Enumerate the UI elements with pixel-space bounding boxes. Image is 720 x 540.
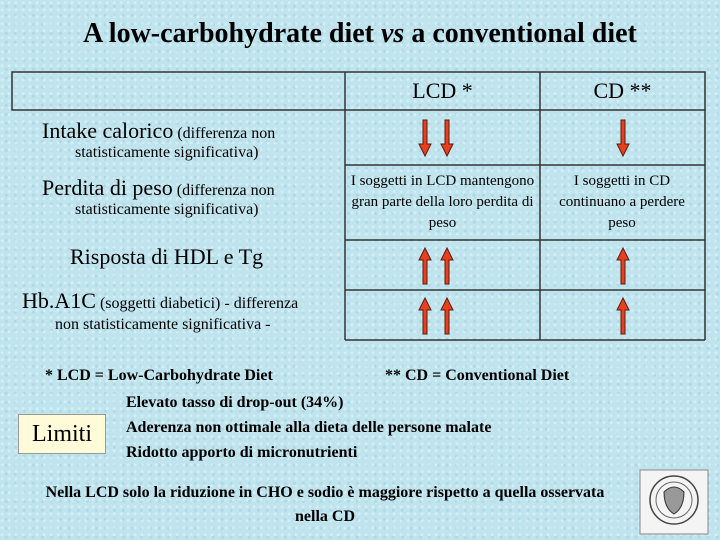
limit-item: Ridotto apporto di micronutrienti <box>126 444 358 461</box>
row-label: Intake calorico (differenza non <box>42 118 275 144</box>
row-note: (differenza non <box>176 182 275 199</box>
column-header: CD ** <box>593 78 652 103</box>
row-label-text: Hb.A1C <box>22 288 96 313</box>
title-text: a conventional diet <box>404 18 637 49</box>
title-text: A low-carbohydrate diet <box>83 18 381 49</box>
title-text: vs <box>380 18 405 49</box>
conclusion: Nella LCD solo la riduzione in CHO e sod… <box>45 484 605 525</box>
logo <box>639 469 709 535</box>
row-label: Risposta di HDL e Tg <box>70 244 264 269</box>
cell-text: I soggetti in LCD mantengono gran parte … <box>350 173 535 231</box>
footnote: * LCD = Low-Carbohydrate Diet <box>45 367 273 384</box>
limit-item: Aderenza non ottimale alla dieta delle p… <box>126 419 492 436</box>
row-note: statisticamente significativa) <box>75 144 259 161</box>
row-note: statisticamente significativa) <box>75 201 259 218</box>
limit-item: Elevato tasso di drop-out (34%) <box>126 394 344 411</box>
row-note: (differenza non <box>177 125 276 142</box>
row-label-text: Intake calorico <box>42 118 174 143</box>
cell-text: I soggetti in CD continuano a perdere pe… <box>559 173 685 231</box>
row-note: non statisticamente significativa - <box>55 316 271 333</box>
row-label-text: Perdita di peso <box>42 175 173 200</box>
limits-label: Limiti <box>18 414 106 454</box>
title: A low-carbohydrate diet vs a conventiona… <box>0 18 720 50</box>
row-note: (soggetti diabetici) - differenza <box>99 295 299 312</box>
column-header: LCD * <box>412 78 473 103</box>
footnote: ** CD = Conventional Diet <box>385 367 570 384</box>
row-label: Perdita di peso (differenza non <box>42 175 275 201</box>
row-label: Hb.A1C (soggetti diabetici) - differenza <box>22 288 298 314</box>
